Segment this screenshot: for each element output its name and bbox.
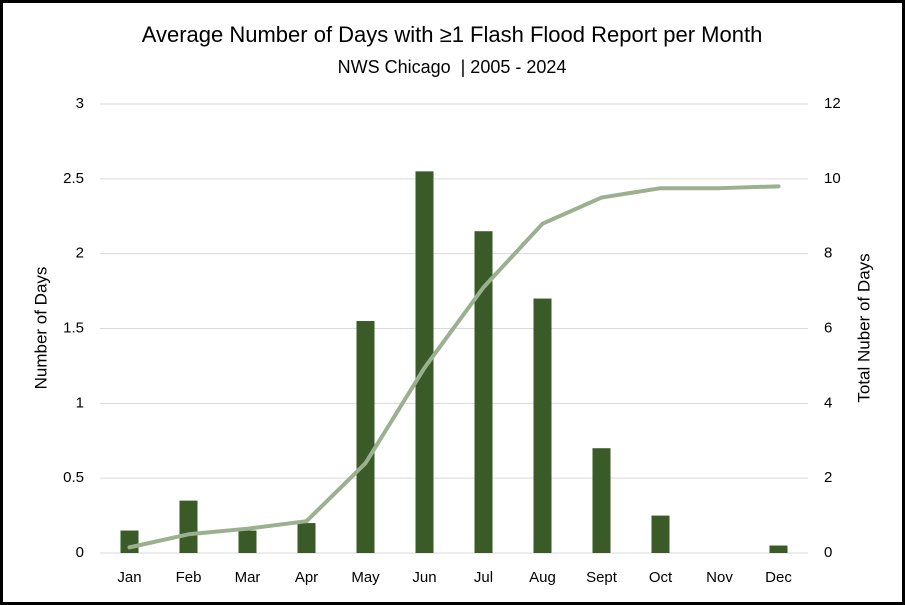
chart-title: Average Number of Days with ≥1 Flash Flo… (142, 22, 763, 47)
bar (415, 171, 434, 553)
bar (769, 545, 788, 553)
bar (297, 523, 316, 553)
y2-axis-label: Total Nuber of Days (854, 253, 873, 402)
bar (120, 530, 139, 553)
line (127, 184, 781, 550)
y2-tick-label: 12 (824, 95, 841, 112)
bar (238, 530, 257, 553)
bar (179, 500, 198, 553)
x-tick-label: Sept (586, 569, 618, 586)
y-tick-label: 1 (76, 394, 84, 411)
x-tick-label: Apr (295, 569, 318, 586)
y2-tick-label: 4 (824, 394, 832, 411)
y2-tick-label: 8 (824, 245, 832, 262)
y-tick-label: 0 (76, 544, 84, 561)
bar (356, 321, 375, 553)
x-tick-label: Jun (412, 569, 436, 586)
y-tick-label: 3 (76, 95, 84, 112)
x-tick-label: Dec (765, 569, 792, 586)
y-tick-label: 2 (76, 245, 84, 262)
y2-tick-label: 10 (824, 170, 841, 187)
bar (533, 298, 552, 553)
x-tick-label: Feb (176, 569, 202, 586)
y2-tick-label: 6 (824, 319, 832, 336)
bar (651, 515, 670, 553)
x-tick-label: Oct (649, 569, 673, 586)
y-axis-label: Number of Days (31, 267, 50, 390)
x-tick-label: Aug (529, 569, 556, 586)
x-tick-label: Jul (474, 569, 493, 586)
x-tick-label: Mar (235, 569, 261, 586)
y2-tick-label: 2 (824, 469, 832, 486)
x-tick-label: Jan (117, 569, 141, 586)
bar (474, 231, 493, 553)
y-tick-label: 1.5 (63, 319, 84, 336)
chart-subtitle: NWS Chicago | 2005 - 2024 (338, 57, 567, 77)
y-tick-label: 2.5 (63, 170, 84, 187)
bar (592, 448, 611, 553)
x-tick-label: May (351, 569, 380, 586)
y2-tick-label: 0 (824, 544, 832, 561)
x-tick-label: Nov (706, 569, 733, 586)
y-tick-label: 0.5 (63, 469, 84, 486)
